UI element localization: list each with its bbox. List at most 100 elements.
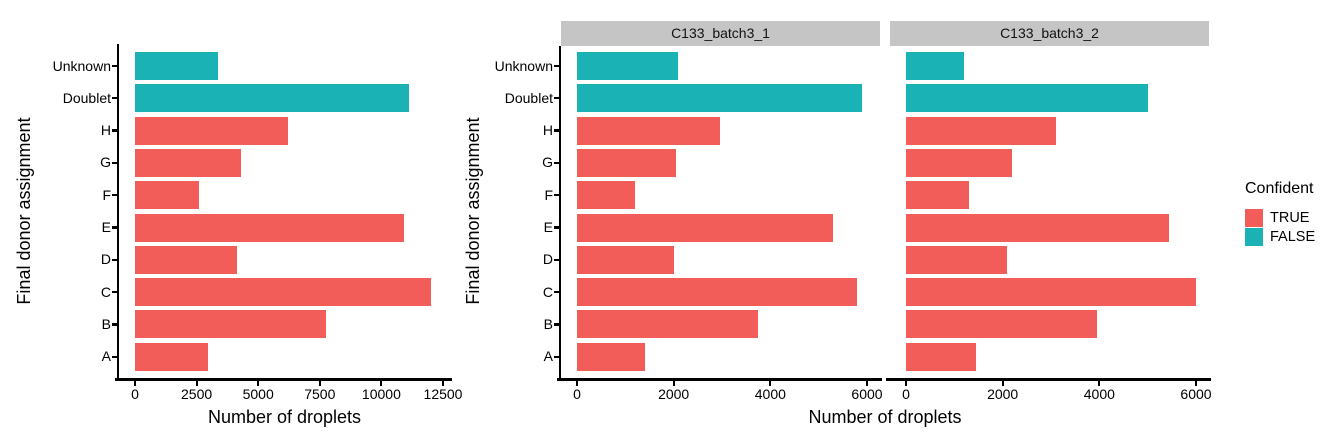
- y-tick-facets-c: [554, 290, 559, 294]
- x-tick-c133-batch3-1-4000: [769, 380, 772, 386]
- bar-total-d: [135, 245, 238, 274]
- legend-swatch-false-icon: [1245, 227, 1263, 246]
- y-axis-label-facets-g: G: [542, 154, 553, 171]
- y-axis-label-total-c: C: [100, 283, 111, 300]
- y-tick-total-d: [112, 258, 117, 261]
- bar-c133-batch3-2-doublet: [906, 84, 1148, 113]
- y-axis-label-total-g: G: [100, 154, 111, 171]
- y-tick-facets-a: [554, 355, 559, 358]
- y-tick-facets-unknown: [554, 64, 559, 68]
- bar-total-h: [135, 116, 288, 145]
- bar-total-doublet: [135, 84, 409, 113]
- y-tick-total-b: [112, 323, 117, 326]
- x-tick-c133-batch3-2-4000: [1098, 380, 1101, 386]
- legend-item-false: FALSE: [1245, 227, 1315, 246]
- x-tick-total-10000: [380, 380, 383, 386]
- bar-total-c: [135, 278, 431, 307]
- y-tick-facets-f: [554, 194, 559, 197]
- legend-label-false: FALSE: [1270, 228, 1316, 245]
- y-axis-label-total-d: D: [100, 251, 111, 268]
- x-axis-label-c133-batch3-2-4000: 4000: [1083, 386, 1115, 402]
- bar-c133-batch3-2-a: [906, 342, 977, 371]
- y-axis-label-facets-f: F: [544, 186, 553, 203]
- x-axis-label-total-0: 0: [131, 386, 139, 402]
- x-tick-total-12500: [442, 380, 444, 386]
- bar-total-g: [135, 148, 241, 177]
- x-axis-label-total-10000: 10000: [361, 386, 401, 402]
- x-tick-total-0: [134, 380, 136, 386]
- x-axis-line-total: [115, 378, 452, 381]
- x-tick-c133-batch3-1-6000: [865, 380, 868, 386]
- bar-c133-batch3-2-c: [906, 278, 1196, 307]
- bar-c133-batch3-1-unknown: [577, 52, 679, 80]
- bar-c133-batch3-2-e: [906, 213, 1170, 242]
- y-tick-total-e: [112, 226, 117, 229]
- y-tick-total-g: [112, 161, 117, 165]
- x-axis-label-total-5000: 5000: [242, 386, 274, 402]
- y-axis-label-facets-unknown: Unknown: [494, 57, 553, 74]
- x-axis-title-total: Number of droplets: [207, 407, 362, 427]
- bar-c133-batch3-1-c: [577, 278, 858, 307]
- y-tick-facets-d: [554, 258, 559, 261]
- x-axis-label-c133-batch3-2-6000: 6000: [1180, 386, 1212, 402]
- y-tick-total-h: [112, 129, 117, 132]
- y-axis-label-total-f: F: [102, 186, 111, 203]
- legend-label-true: TRUE: [1270, 209, 1310, 226]
- bar-total-a: [135, 342, 208, 371]
- bar-c133-batch3-2-h: [906, 116, 1056, 145]
- y-axis-line-total: [116, 44, 119, 381]
- x-axis-label-c133-batch3-2-0: 0: [902, 386, 910, 402]
- y-tick-total-f: [112, 194, 117, 197]
- x-axis-label-c133-batch3-1-4000: 4000: [754, 386, 786, 402]
- y-axis-line-c133-batch3-1: [558, 46, 561, 381]
- x-tick-c133-batch3-2-2000: [1001, 380, 1004, 386]
- bar-total-unknown: [135, 52, 218, 80]
- bar-c133-batch3-2-d: [906, 245, 1008, 274]
- bar-c133-batch3-1-f: [577, 181, 635, 210]
- y-tick-facets-h: [554, 129, 559, 132]
- y-axis-label-facets-c: C: [542, 283, 553, 300]
- bar-c133-batch3-2-f: [906, 181, 969, 210]
- bar-c133-batch3-2-b: [906, 310, 1097, 339]
- bar-c133-batch3-1-doublet: [577, 84, 863, 113]
- bar-c133-batch3-1-g: [577, 148, 677, 177]
- y-axis-label-facets-b: B: [543, 315, 553, 332]
- x-axis-label-total-12500: 12500: [423, 386, 463, 402]
- x-tick-c133-batch3-1-0: [576, 380, 578, 386]
- bar-total-f: [135, 181, 200, 210]
- x-tick-total-7500: [318, 380, 321, 386]
- x-tick-c133-batch3-2-6000: [1194, 380, 1197, 386]
- x-axis-line-c133-batch3-1: [557, 378, 882, 381]
- bar-c133-batch3-1-b: [577, 310, 759, 339]
- y-tick-facets-doublet: [554, 97, 559, 100]
- bar-c133-batch3-2-unknown: [906, 52, 964, 80]
- legend-swatch-true-icon: [1245, 208, 1263, 227]
- y-axis-label-facets-d: D: [542, 251, 553, 268]
- legend-title: Confident: [1245, 180, 1314, 197]
- y-tick-total-c: [112, 290, 117, 294]
- y-tick-facets-e: [554, 226, 559, 229]
- x-axis-label-total-7500: 7500: [304, 386, 336, 402]
- facet-strip-c133-batch3-2: C133_batch3_2: [890, 21, 1209, 46]
- bar-c133-batch3-1-h: [577, 116, 720, 145]
- y-axis-label-total-e: E: [101, 219, 111, 235]
- legend: Confident TRUE FALSE: [1245, 181, 1315, 246]
- x-tick-c133-batch3-1-2000: [672, 380, 675, 386]
- y-axis-label-facets-a: A: [543, 348, 553, 365]
- y-tick-facets-b: [554, 323, 559, 326]
- x-axis-label-c133-batch3-2-2000: 2000: [987, 386, 1019, 402]
- x-tick-c133-batch3-2-0: [905, 380, 907, 386]
- x-axis-label-total-2500: 2500: [181, 386, 213, 402]
- x-tick-total-5000: [257, 380, 260, 386]
- bar-c133-batch3-1-d: [577, 245, 674, 274]
- y-axis-label-total-doublet: Doublet: [62, 89, 111, 106]
- bar-total-e: [135, 213, 404, 242]
- y-tick-facets-g: [554, 161, 559, 165]
- bar-c133-batch3-1-a: [577, 342, 645, 371]
- facet-strip-c133-batch3-1: C133_batch3_1: [561, 21, 880, 46]
- y-axis-label-facets-doublet: Doublet: [504, 89, 553, 106]
- y-axis-label-facets-h: H: [542, 122, 553, 139]
- bar-total-b: [135, 310, 326, 339]
- y-axis-label-total-a: A: [101, 348, 111, 365]
